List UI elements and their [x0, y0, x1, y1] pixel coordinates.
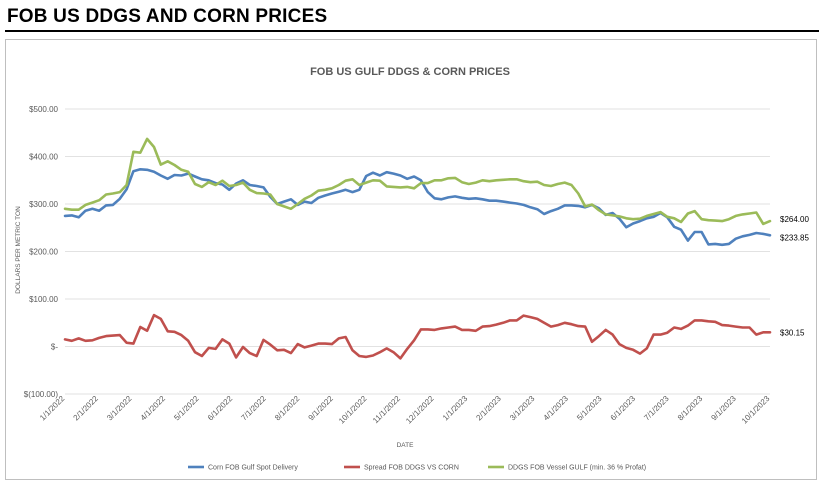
x-tick-label: 2/1/2022: [72, 394, 101, 423]
x-tick-label: 8/1/2023: [676, 394, 705, 423]
x-tick-label: 8/1/2022: [273, 394, 302, 423]
chart-title: FOB US GULF DDGS & CORN PRICES: [310, 66, 510, 78]
gridlines: [65, 108, 770, 395]
series-line-0: [63, 168, 772, 247]
x-axis-ticks: 1/1/2022 2/1/2022 3/1/2022 4/1/2022 5/1/2022…: [38, 394, 772, 426]
y-tick-label: $200.00: [29, 248, 58, 257]
y-axis-ticks: $500.00 $400.00 $300.00 $200.00 $100.00 $- $(1…: [24, 105, 59, 399]
x-tick-label: 9/1/2023: [709, 394, 738, 423]
page-title: FOB US DDGS AND CORN PRICES: [7, 6, 328, 27]
y-tick-label: $(100.00): [24, 390, 59, 399]
x-tick-label: 12/1/2022: [404, 394, 436, 426]
series-end-label-1: $30.15: [780, 328, 805, 337]
x-tick-label: 4/1/2023: [542, 394, 571, 423]
series-line-2: [63, 137, 772, 226]
title-rule: [5, 30, 819, 32]
y-tick-label: $300.00: [29, 200, 58, 209]
y-tick-label: $500.00: [29, 105, 58, 114]
y-axis-label: DOLLARS PER METRIC TON: [15, 206, 22, 294]
legend: Corn FOB Gulf Spot Delivery Spread FOB DD…: [188, 465, 646, 472]
series-line-1: [63, 313, 772, 360]
x-tick-label: 3/1/2023: [508, 394, 537, 423]
x-tick-label: 7/1/2022: [239, 394, 268, 423]
x-tick-label: 5/1/2022: [172, 394, 201, 423]
x-tick-label: 6/1/2023: [609, 394, 638, 423]
x-tick-label: 7/1/2023: [642, 394, 671, 423]
series-end-label-0: $233.85: [780, 233, 809, 242]
y-tick-label: $400.00: [29, 153, 58, 162]
legend-label-2: DDGS FOB Vessel GULF (min. 36 % Profat): [508, 465, 646, 472]
x-tick-label: 11/1/2022: [371, 394, 402, 425]
x-tick-label: 5/1/2023: [575, 394, 604, 423]
x-tick-label: 10/1/2023: [740, 394, 772, 426]
legend-label-1: Spread FOB DDGS VS CORN: [364, 465, 459, 472]
series-lines: [63, 137, 772, 360]
series-end-labels: $233.85 $30.15 $264.00: [780, 215, 809, 337]
x-tick-label: 2/1/2023: [474, 394, 503, 423]
x-tick-label: 1/1/2023: [441, 394, 470, 423]
y-tick-label: $100.00: [29, 295, 58, 304]
chart-frame: [5, 39, 817, 480]
x-tick-label: 10/1/2022: [337, 394, 369, 426]
x-axis-label: DATE: [397, 442, 415, 449]
x-tick-label: 4/1/2022: [139, 394, 168, 423]
x-tick-label: 9/1/2022: [307, 394, 336, 423]
x-tick-label: 6/1/2022: [206, 394, 235, 423]
x-tick-label: 3/1/2022: [105, 394, 134, 423]
y-tick-label: $-: [51, 343, 58, 352]
series-end-label-2: $264.00: [780, 215, 809, 224]
legend-label-0: Corn FOB Gulf Spot Delivery: [208, 465, 298, 472]
